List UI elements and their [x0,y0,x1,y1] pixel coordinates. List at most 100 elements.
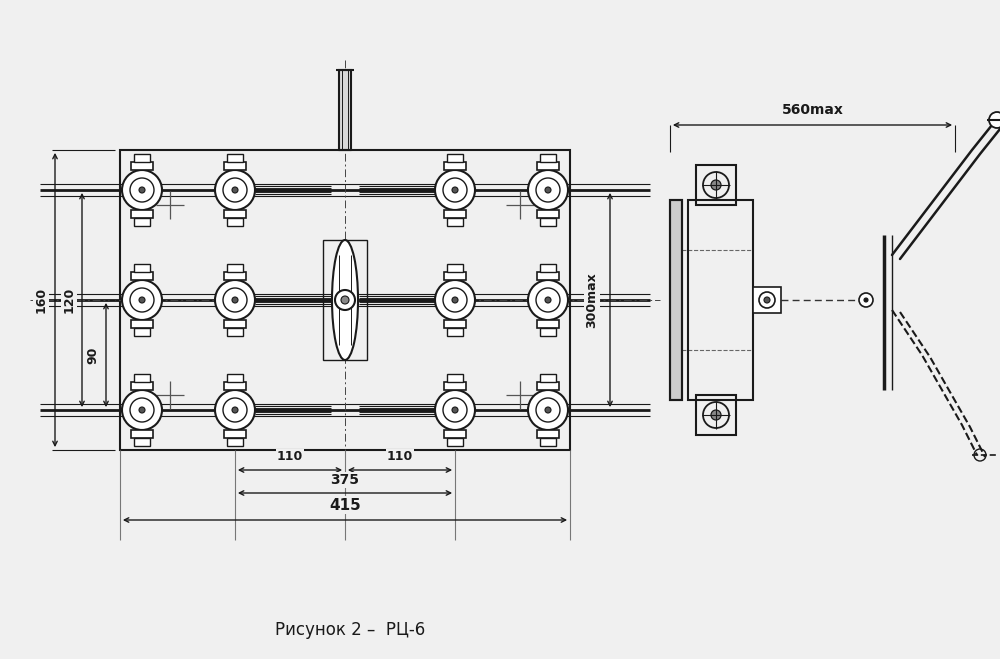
Bar [537,162,559,170]
Bar [131,382,153,390]
Circle shape [536,288,560,312]
Circle shape [139,407,145,413]
Bar [224,272,246,280]
Bar [227,328,243,336]
Bar [696,395,736,435]
Circle shape [443,178,467,202]
Bar [447,438,463,446]
Circle shape [545,187,551,193]
Bar [670,200,682,400]
Bar [323,240,367,360]
Text: Рисунок 2 –  РЦ-6: Рисунок 2 – РЦ-6 [275,621,425,639]
Circle shape [759,292,775,308]
Circle shape [122,170,162,210]
Bar [537,430,559,438]
Circle shape [452,297,458,303]
Circle shape [452,407,458,413]
Circle shape [215,170,255,210]
Bar [540,328,556,336]
Circle shape [122,390,162,430]
Circle shape [232,187,238,193]
Bar [444,162,466,170]
Circle shape [130,288,154,312]
Circle shape [435,390,475,430]
Bar [670,200,682,400]
Circle shape [764,297,770,303]
Text: 110: 110 [277,451,303,463]
Bar [688,200,753,400]
Circle shape [215,280,255,320]
Circle shape [223,398,247,422]
Text: 120: 120 [62,287,76,313]
Bar [540,154,556,162]
Bar [131,430,153,438]
Text: 415: 415 [329,498,361,513]
Bar [444,320,466,328]
Circle shape [232,297,238,303]
Circle shape [536,178,560,202]
Bar [444,272,466,280]
Bar [540,374,556,382]
Bar [134,438,150,446]
Bar [540,264,556,272]
Bar [227,438,243,446]
Circle shape [443,398,467,422]
Circle shape [452,187,458,193]
Bar [444,382,466,390]
Circle shape [341,296,349,304]
Bar [227,264,243,272]
Bar [537,272,559,280]
Circle shape [989,112,1000,128]
Bar [134,328,150,336]
Circle shape [122,280,162,320]
Bar [447,374,463,382]
Bar [227,374,243,382]
Circle shape [232,407,238,413]
Bar [339,70,351,150]
Bar [537,320,559,328]
Bar [447,328,463,336]
Text: 160: 160 [34,287,48,313]
Bar [134,154,150,162]
Circle shape [545,297,551,303]
Circle shape [545,407,551,413]
Circle shape [139,187,145,193]
Bar [537,382,559,390]
Circle shape [215,390,255,430]
Bar [696,165,736,205]
Circle shape [859,293,873,307]
Bar [540,218,556,226]
Bar [120,150,570,450]
Circle shape [711,410,721,420]
Text: 375: 375 [330,473,360,487]
Bar [131,272,153,280]
Circle shape [130,398,154,422]
Circle shape [443,288,467,312]
Bar [224,430,246,438]
Circle shape [335,290,355,310]
Text: 90: 90 [87,347,100,364]
Circle shape [528,170,568,210]
Bar [224,320,246,328]
Bar [537,210,559,218]
Bar [131,210,153,218]
Bar [131,162,153,170]
Bar [753,287,781,313]
Bar [227,218,243,226]
Bar [447,154,463,162]
Ellipse shape [332,240,358,360]
Bar [134,218,150,226]
Bar [227,154,243,162]
Circle shape [864,298,868,302]
Bar [444,210,466,218]
Circle shape [223,178,247,202]
Bar [134,264,150,272]
Bar [134,374,150,382]
Circle shape [528,390,568,430]
Text: 560max: 560max [782,103,843,117]
Text: 300max: 300max [586,272,598,328]
Bar [224,382,246,390]
Bar [447,264,463,272]
Text: 110: 110 [387,451,413,463]
Circle shape [528,280,568,320]
